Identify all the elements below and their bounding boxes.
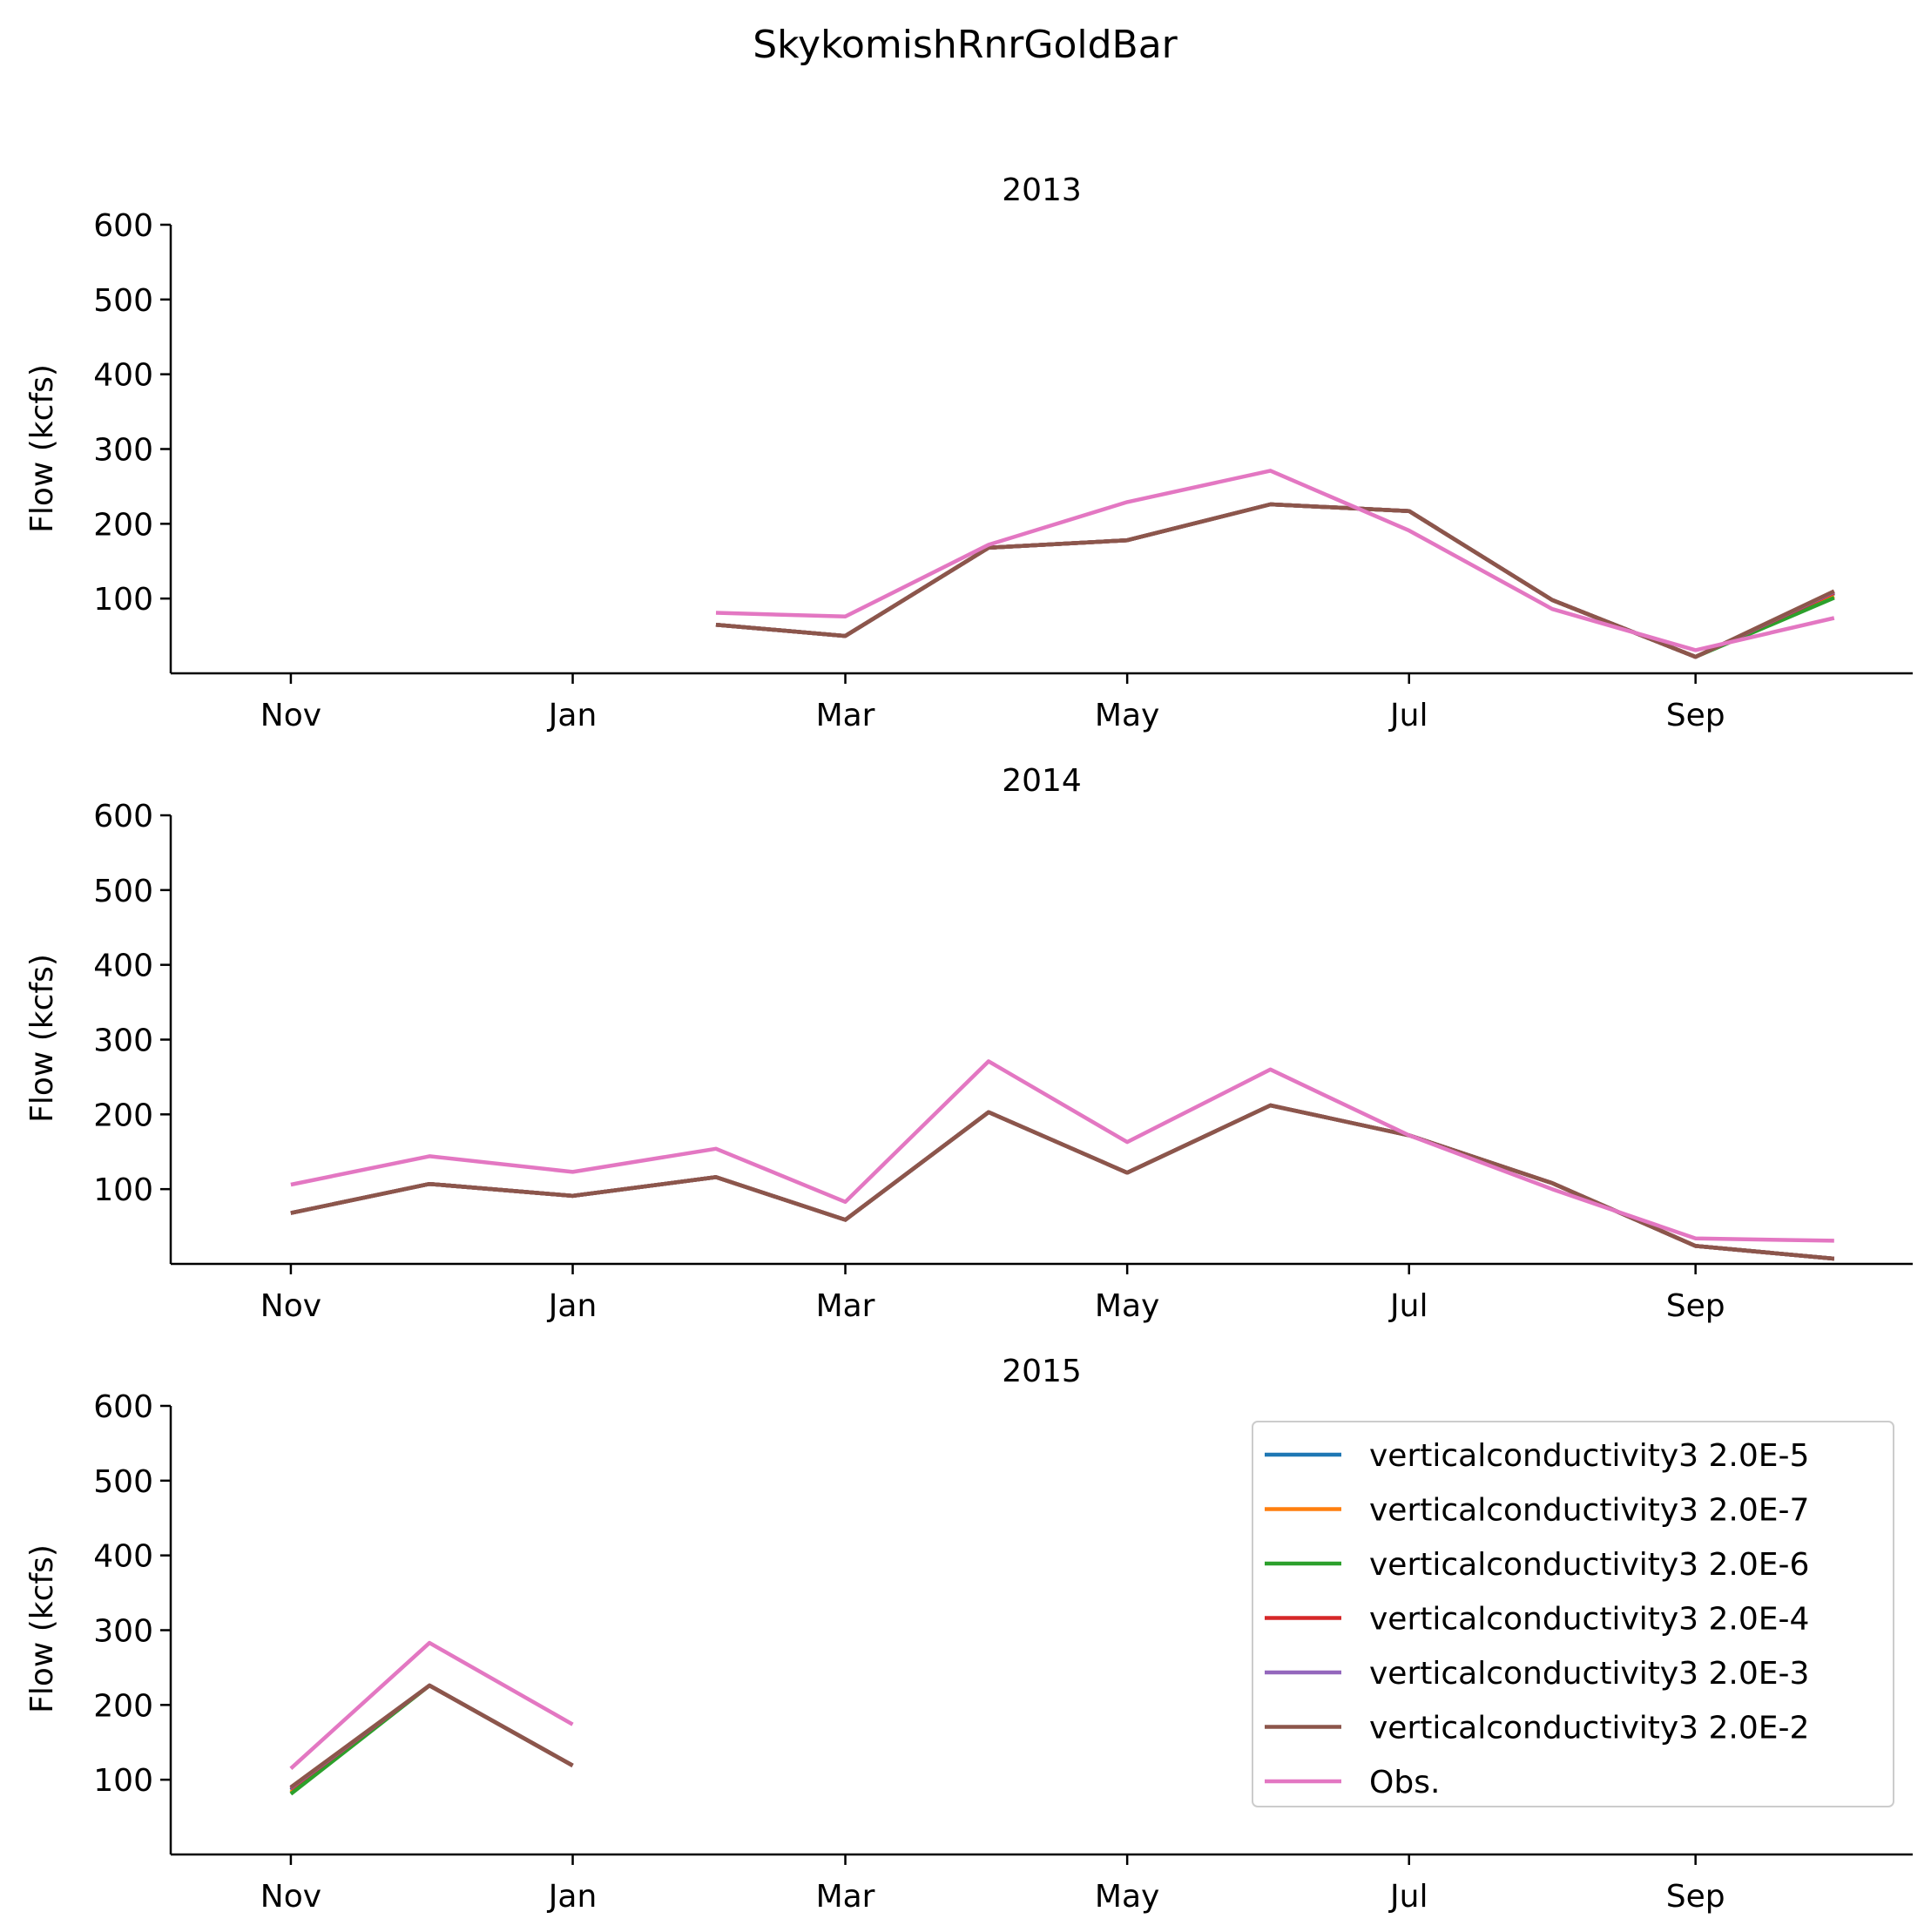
y-tick-label: 200 bbox=[93, 1688, 153, 1724]
x-tick-label: Nov bbox=[260, 1879, 321, 1915]
series-line-obs bbox=[289, 1640, 574, 1770]
x-tick-label: Jan bbox=[547, 1288, 598, 1324]
panel-title: 2014 bbox=[1002, 763, 1082, 799]
legend-label: verticalconductivity3 2.0E-7 bbox=[1369, 1493, 1809, 1529]
y-axis-label: Flow (kcfs) bbox=[24, 954, 60, 1123]
y-tick-label: 600 bbox=[93, 799, 153, 834]
y-tick-label: 400 bbox=[93, 358, 153, 394]
panel-2014: 2014 Flow (kcfs) 100 200 300 400 500 600 Nov Ja… bbox=[24, 763, 1913, 1324]
y-tick-label: 200 bbox=[93, 1098, 153, 1133]
panel-title: 2013 bbox=[1002, 172, 1082, 208]
legend: verticalconductivity3 2.0E-5 verticalcond… bbox=[1252, 1421, 1894, 1807]
y-tick-label: 600 bbox=[93, 1389, 153, 1425]
plot-area: 100 200 300 400 500 600 Nov Jan Mar May Jul Sep bbox=[93, 799, 1913, 1324]
plot-area: 100 200 300 400 500 600 Nov Jan Mar May Jul Sep bbox=[93, 208, 1913, 733]
panel-title: 2015 bbox=[1002, 1354, 1082, 1389]
x-tick-label: Sep bbox=[1666, 1288, 1725, 1324]
y-tick-label: 400 bbox=[93, 949, 153, 984]
x-tick-label: Nov bbox=[260, 698, 321, 733]
y-tick-label: 300 bbox=[93, 1023, 153, 1059]
x-tick-label: Jan bbox=[547, 698, 598, 733]
y-tick-label: 600 bbox=[93, 208, 153, 244]
panel-2013: 2013 Flow (kcfs) 100 200 300 400 500 600 Nov Ja… bbox=[24, 172, 1913, 733]
y-tick-label: 100 bbox=[93, 582, 153, 618]
legend-frame bbox=[1252, 1421, 1894, 1807]
y-axis-label: Flow (kcfs) bbox=[24, 364, 60, 533]
legend-label: verticalconductivity3 2.0E-4 bbox=[1369, 1602, 1809, 1638]
y-tick-label: 300 bbox=[93, 433, 153, 469]
x-tick-label: Mar bbox=[816, 1288, 875, 1324]
x-tick-label: Jul bbox=[1388, 1879, 1428, 1915]
legend-label: verticalconductivity3 2.0E-5 bbox=[1369, 1438, 1809, 1474]
x-tick-label: Jul bbox=[1388, 1288, 1428, 1324]
y-tick-label: 100 bbox=[93, 1763, 153, 1799]
series-line-verticalconductivity3-2-0e-2 bbox=[289, 1683, 574, 1789]
panel-2015: 2015 Flow (kcfs) 100 200 300 400 500 600 Nov Ja… bbox=[24, 1354, 1913, 1915]
y-tick-label: 500 bbox=[93, 283, 153, 319]
y-tick-label: 100 bbox=[93, 1172, 153, 1208]
x-tick-label: Mar bbox=[816, 698, 875, 733]
x-tick-label: May bbox=[1095, 1879, 1159, 1915]
legend-label: verticalconductivity3 2.0E-3 bbox=[1369, 1656, 1809, 1692]
x-tick-label: May bbox=[1095, 698, 1159, 733]
legend-label: Obs. bbox=[1369, 1765, 1440, 1800]
x-tick-label: Nov bbox=[260, 1288, 321, 1324]
x-tick-label: Jul bbox=[1388, 698, 1428, 733]
legend-label: verticalconductivity3 2.0E-6 bbox=[1369, 1547, 1809, 1583]
y-tick-label: 300 bbox=[93, 1614, 153, 1650]
legend-label: verticalconductivity3 2.0E-2 bbox=[1369, 1711, 1809, 1746]
plot-area: 100 200 300 400 500 600 Nov Jan Mar May Jul Sep bbox=[93, 1389, 1913, 1915]
figure-title: SkykomishRnrGoldBar bbox=[753, 23, 1178, 67]
y-tick-label: 500 bbox=[93, 874, 153, 909]
series-line-obs bbox=[290, 1059, 1834, 1243]
y-tick-label: 400 bbox=[93, 1539, 153, 1575]
series-line-obs bbox=[715, 469, 1835, 652]
y-tick-label: 500 bbox=[93, 1464, 153, 1500]
x-tick-label: Jan bbox=[547, 1879, 598, 1915]
x-tick-label: Mar bbox=[816, 1879, 875, 1915]
y-tick-label: 200 bbox=[93, 507, 153, 543]
series-line-verticalconductivity3-2-0e-2 bbox=[290, 1103, 1835, 1261]
x-tick-label: Sep bbox=[1666, 1879, 1725, 1915]
x-tick-label: May bbox=[1095, 1288, 1159, 1324]
x-tick-label: Sep bbox=[1666, 698, 1725, 733]
y-axis-label: Flow (kcfs) bbox=[24, 1544, 60, 1713]
